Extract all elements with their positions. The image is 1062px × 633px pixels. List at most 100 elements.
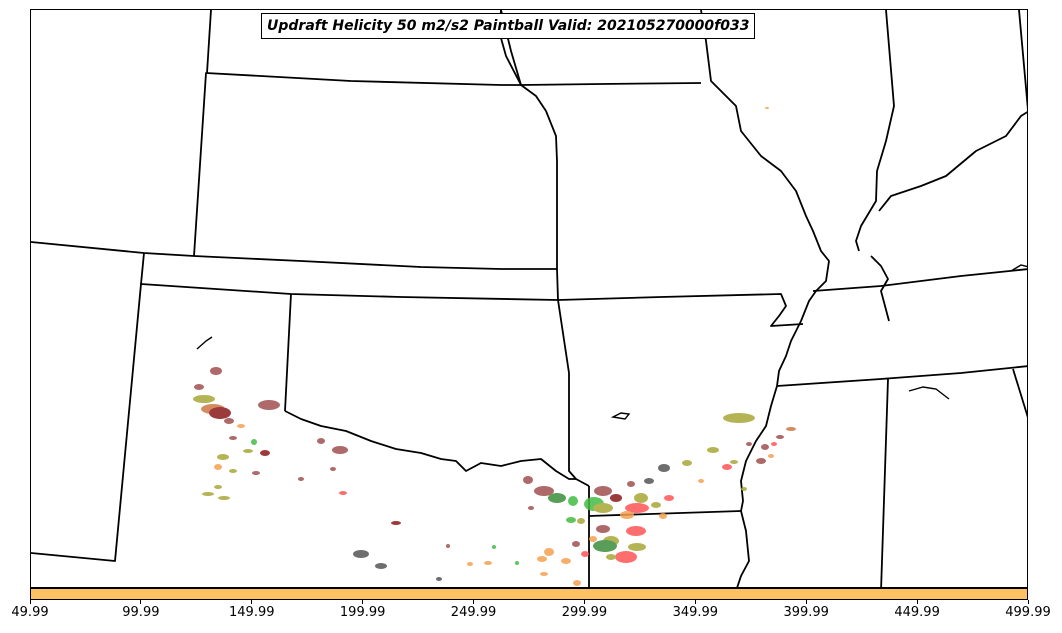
colorbar-tick-label: 49.99 bbox=[11, 605, 49, 620]
paintball-blob bbox=[237, 424, 245, 428]
boundary-illinois-east bbox=[855, 10, 895, 252]
paintball-blob bbox=[625, 503, 649, 513]
paintball-blob bbox=[723, 413, 755, 423]
paintball-blob bbox=[330, 467, 336, 471]
paintball-blob bbox=[252, 471, 260, 475]
boundary-mississippi-alabama bbox=[880, 378, 889, 587]
colorbar-tick-label: 199.99 bbox=[339, 605, 386, 620]
paintball-blob bbox=[436, 577, 442, 581]
paintball-blob bbox=[467, 562, 473, 566]
paintball-blob bbox=[730, 460, 738, 464]
paintball-blob bbox=[626, 526, 646, 536]
boundary-nebraska-missouri-river bbox=[520, 84, 558, 269]
colorbar-tick bbox=[29, 600, 31, 604]
paintball-blob bbox=[214, 485, 222, 489]
boundary-tennessee-mississippi bbox=[776, 365, 1027, 387]
paintball-blob bbox=[528, 506, 534, 510]
colorbar-tick bbox=[694, 600, 696, 604]
plot-title: Updraft Helicity 50 m2/s2 Paintball Vali… bbox=[261, 13, 756, 39]
paintball-blob bbox=[548, 493, 566, 503]
paintball-blob bbox=[746, 442, 752, 446]
paintball-blob bbox=[339, 491, 347, 495]
paintball-blob bbox=[561, 558, 571, 564]
paintball-blob bbox=[771, 442, 777, 446]
map-panel bbox=[30, 9, 1028, 588]
boundary-red-river bbox=[284, 410, 576, 480]
paintball-blob bbox=[644, 478, 654, 484]
paintball-blob bbox=[298, 477, 304, 481]
paintball-blob bbox=[218, 496, 230, 500]
colorbar-tick bbox=[805, 600, 807, 604]
colorbar-tick-label: 399.99 bbox=[783, 605, 829, 620]
paintball-blob bbox=[202, 492, 214, 496]
paintball-blob bbox=[566, 517, 576, 523]
paintball-blob bbox=[741, 487, 747, 491]
paintball-blob bbox=[596, 525, 610, 533]
lake-colorado bbox=[196, 336, 213, 350]
boundary-indiana-kentucky bbox=[878, 111, 1027, 212]
paintball-blob bbox=[593, 540, 617, 552]
paintball-blob bbox=[707, 447, 719, 453]
paintball-blob bbox=[606, 554, 616, 560]
colorbar-tick bbox=[473, 600, 475, 604]
paintball-blob bbox=[628, 543, 646, 551]
paintball-blob bbox=[722, 464, 732, 470]
paintball-blob bbox=[627, 481, 635, 487]
paintball-blob bbox=[523, 476, 533, 484]
paintball-blob bbox=[515, 561, 519, 565]
paintball-blob bbox=[634, 493, 648, 503]
paintball-blob bbox=[258, 400, 280, 410]
boundary-kentucky-tennessee bbox=[812, 268, 1027, 292]
paintball-blob bbox=[540, 572, 548, 576]
boundary-kansas-oklahoma bbox=[140, 252, 559, 301]
lake-oklahoma bbox=[610, 412, 631, 420]
boundary-oklahoma-east bbox=[557, 299, 590, 487]
paintball-blob bbox=[568, 496, 578, 506]
boundary-indiana-west bbox=[1018, 10, 1027, 109]
lake-alabama bbox=[908, 386, 950, 400]
paintball-blob bbox=[594, 486, 612, 496]
paintball-blob bbox=[243, 449, 253, 453]
colorbar bbox=[30, 588, 1028, 600]
boundary-nebraska-west bbox=[206, 10, 212, 74]
colorbar-tick-label: 149.99 bbox=[229, 605, 275, 620]
boundary-nebraska-south bbox=[193, 255, 557, 270]
paintball-blob bbox=[761, 444, 769, 450]
paintball-blob bbox=[776, 435, 784, 439]
paintball-blob bbox=[572, 541, 580, 547]
paintball-blob bbox=[573, 580, 581, 586]
paintball-blob bbox=[765, 107, 769, 109]
paintball-blob bbox=[251, 439, 257, 445]
paintball-blob bbox=[229, 436, 237, 440]
paintball-blob bbox=[682, 460, 692, 466]
paintball-blob bbox=[577, 518, 585, 524]
paintball-blob bbox=[768, 454, 774, 458]
paintball-blob bbox=[537, 556, 547, 562]
paintball-blob bbox=[698, 479, 704, 483]
colorbar-tick bbox=[362, 600, 364, 604]
paintball-blob bbox=[664, 495, 674, 501]
paintball-blob bbox=[593, 503, 613, 513]
boundary-alabama-east bbox=[1012, 368, 1027, 418]
colorbar-ticks: 49.99 99.99 149.99 199.99 249.99 299.99 349.99… bbox=[0, 600, 1062, 633]
colorbar-tick-label: 299.99 bbox=[561, 605, 608, 620]
paintball-blob bbox=[229, 469, 237, 473]
paintball-blob bbox=[544, 548, 554, 556]
boundary-mississippi-river bbox=[700, 10, 830, 587]
paintball-blob bbox=[651, 502, 661, 508]
paintball-blob bbox=[375, 563, 387, 569]
paintball-blob bbox=[658, 464, 670, 472]
colorbar-tick bbox=[1027, 600, 1029, 604]
colorbar-tick-label: 349.99 bbox=[672, 605, 719, 620]
colorbar-tick bbox=[140, 600, 142, 604]
paintball-blob bbox=[659, 513, 667, 519]
paintball-blob bbox=[209, 407, 231, 419]
paintball-blob bbox=[224, 418, 234, 424]
paintball-blob bbox=[534, 486, 554, 496]
lakes bbox=[196, 264, 1027, 420]
paintball-blob bbox=[615, 551, 637, 563]
paintball-blob bbox=[391, 521, 401, 525]
paintball-blob bbox=[589, 536, 597, 542]
boundary-wyoming-colorado bbox=[31, 241, 195, 257]
state-boundaries bbox=[31, 10, 1027, 587]
